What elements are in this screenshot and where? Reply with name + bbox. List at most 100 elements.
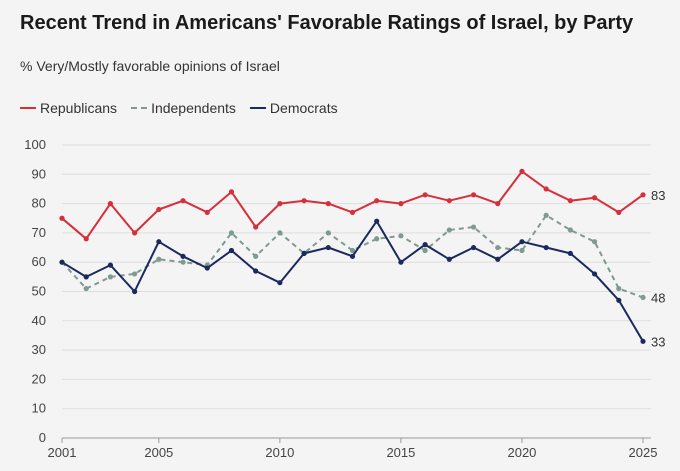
data-point-republicans [253,224,259,230]
data-point-independents [253,253,259,259]
data-point-independents [495,244,501,251]
legend-label-democrats: Democrats [269,100,338,116]
data-point-democrats [107,262,114,268]
data-point-democrats [470,244,477,251]
data-point-democrats [398,259,404,265]
data-point-independents [374,236,380,242]
data-point-republicans [591,195,598,201]
data-point-independents [591,239,598,245]
data-point-democrats [567,250,573,257]
data-point-republicans [204,209,210,215]
data-point-republicans [616,209,622,215]
data-point-republicans [180,198,186,204]
end-value-label: 33 [651,334,665,349]
data-point-republicans [470,192,477,198]
data-point-democrats [132,288,138,295]
y-tick-label: 10 [32,401,46,416]
data-point-democrats [349,253,356,259]
end-value-label: 48 [651,290,665,305]
data-point-republicans [422,192,428,198]
y-tick-label: 70 [32,225,46,240]
y-tick-label: 100 [24,137,46,152]
data-point-democrats [495,256,501,262]
data-point-republicans [374,198,380,204]
data-point-independents [180,259,186,265]
x-tick-label: 2020 [507,445,536,460]
data-point-republicans [519,168,525,174]
x-tick-label: 2005 [144,445,173,460]
data-point-democrats [446,256,452,262]
y-tick-label: 50 [32,284,46,299]
data-point-democrats [640,338,646,344]
data-point-republicans [132,230,138,236]
data-point-republicans [640,192,646,198]
data-point-republicans [83,236,89,242]
data-point-democrats [543,244,549,251]
data-point-democrats [204,265,210,271]
legend: Republicans Independents Democrats [20,100,352,116]
y-tick-label: 80 [32,196,46,211]
data-point-independents [325,230,331,236]
data-point-democrats [277,280,283,286]
data-point-democrats [156,239,162,245]
data-point-democrats [83,274,89,280]
data-point-independents [422,247,428,254]
data-point-independents [228,230,235,236]
data-point-independents [446,227,452,233]
end-value-label: 83 [651,188,665,203]
data-point-independents [470,224,477,230]
legend-item-republicans: Republicans [20,100,117,116]
data-point-independents [398,233,404,239]
legend-item-democrats: Democrats [249,100,338,116]
data-point-democrats [422,242,428,248]
y-tick-label: 0 [39,430,46,445]
series-line-democrats [61,220,644,342]
data-point-independents [640,294,646,300]
data-point-republicans [301,198,307,204]
data-point-independents [83,285,89,292]
data-point-republicans [543,186,549,192]
data-point-democrats [228,247,235,254]
x-tick-label: 2015 [386,445,415,460]
data-point-republicans [325,201,331,207]
legend-swatch-independents [131,107,148,109]
data-point-democrats [519,239,525,245]
data-point-republicans [59,215,65,221]
x-tick-label: 2010 [265,445,294,460]
data-point-democrats [301,250,307,257]
legend-swatch-democrats [249,107,266,109]
data-point-republicans [567,198,573,204]
data-point-independents [616,285,622,292]
y-tick-label: 60 [32,254,46,269]
data-point-independents [132,271,138,277]
data-point-democrats [180,253,186,259]
data-point-independents [107,274,114,280]
data-point-republicans [277,201,283,207]
data-point-republicans [228,189,235,195]
y-tick-label: 90 [32,166,46,181]
data-point-independents [349,247,356,254]
data-point-independents [156,256,162,262]
data-point-republicans [398,201,404,207]
data-point-independents [519,247,525,254]
data-point-republicans [156,206,162,213]
chart-title: Recent Trend in Americans' Favorable Rat… [20,12,634,34]
data-point-democrats [591,271,598,277]
y-tick-label: 20 [32,371,46,386]
legend-item-independents: Independents [131,100,236,116]
data-point-republicans [349,209,356,215]
legend-swatch-republicans [20,107,36,109]
y-tick-label: 40 [32,313,46,328]
series-line-republicans [61,170,644,240]
data-point-democrats [253,268,259,274]
data-point-democrats [616,297,622,303]
data-point-democrats [325,244,331,251]
y-tick-label: 30 [32,342,46,357]
data-point-republicans [446,198,452,204]
x-tick-label: 2025 [629,445,658,460]
data-point-republicans [495,201,501,207]
chart-subtitle: % Very/Mostly favorable opinions of Isra… [20,58,280,74]
legend-label-independents: Independents [151,100,236,116]
